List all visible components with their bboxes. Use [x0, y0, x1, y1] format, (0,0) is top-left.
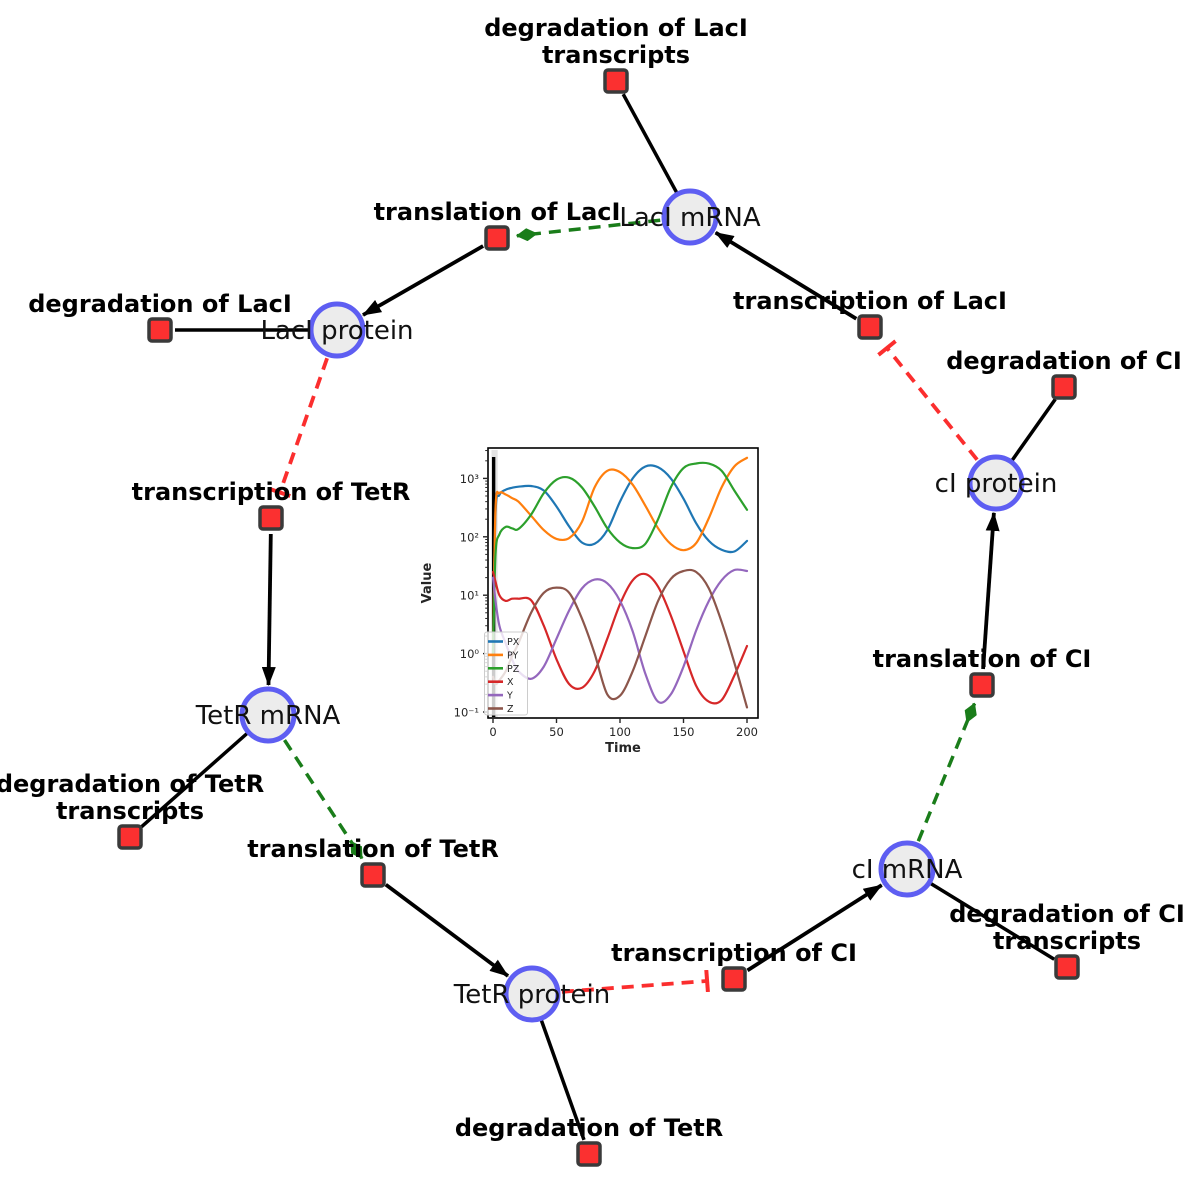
edge-inhibition-laci-protein-to-transc-tetr — [268, 357, 329, 499]
edge-production-transl-ci-to-ci-protein — [981, 511, 1000, 670]
species-label-ci-protein: cI protein — [935, 469, 1058, 499]
chart-legend-label-PX: PX — [507, 637, 520, 648]
labels-layer: LacI mRNA LacI protein cI protein TetR mRNA… — [0, 14, 1185, 1142]
reaction-label-transl-laci-line1: translation of LacI — [374, 198, 621, 226]
edge-consumption-ci-mrna-to-deg-ci-transcripts — [929, 882, 1056, 961]
reaction-label-deg-ci-transcripts-line2: transcripts — [993, 927, 1141, 955]
chart-plot-background — [488, 448, 758, 718]
chart-x-tick-label: 0 — [489, 725, 496, 739]
chart-xlabel: Time — [605, 741, 641, 756]
chart-series-X — [491, 570, 749, 705]
reaction-label-deg-laci-transcripts-line1: degradation of LacI — [484, 14, 748, 42]
reaction-node-transc-ci — [721, 966, 747, 992]
reaction-node-deg-ci — [1051, 374, 1077, 400]
chart-legend-label-X: X — [507, 677, 514, 688]
edge-inhibition-ci-protein-to-transc-laci — [877, 339, 979, 461]
chart-series-PY — [491, 456, 749, 655]
chart-x-tick-label: 150 — [673, 725, 695, 739]
species-node-tetr-mrna — [239, 686, 297, 744]
species-node-tetr-protein — [503, 965, 561, 1023]
edge-production-transc-laci-to-laci-mrna — [714, 230, 858, 321]
reaction-label-deg-laci-transcripts-line2: transcripts — [542, 41, 690, 69]
reaction-node-deg-laci — [147, 317, 173, 343]
chart-legend-label-Z: Z — [507, 704, 514, 715]
reaction-node-transc-tetr — [258, 505, 284, 531]
chart-legend-label-PZ: PZ — [507, 664, 520, 675]
reaction-label-deg-laci-line1: degradation of LacI — [28, 290, 292, 318]
chart-x-tick-label: 100 — [609, 725, 631, 739]
reaction-label-deg-ci-transcripts-line1: degradation of CI — [949, 900, 1185, 928]
edge-production-transc-ci-to-ci-mrna — [746, 883, 883, 973]
edge-consumption-ci-protein-to-deg-ci — [1010, 398, 1057, 462]
species-label-tetr-protein: TetR protein — [453, 980, 610, 1010]
edge-consumption-tetr-mrna-to-deg-tetr-transcripts — [140, 732, 249, 829]
reaction-label-transc-tetr-line1: transcription of TetR — [132, 478, 411, 506]
edge-consumption-tetr-protein-to-deg-tetr — [539, 1019, 586, 1141]
species-node-laci-protein — [308, 301, 366, 359]
edge-modifier-ci-mrna-to-transl-ci — [916, 702, 977, 842]
species-label-ci-mrna: cI mRNA — [852, 855, 963, 885]
chart-x-tick-label: 200 — [736, 725, 758, 739]
species-node-laci-mrna — [661, 188, 719, 246]
chart-y-tick-label: 10⁰ — [460, 647, 480, 661]
reaction-label-transl-tetr-line1: translation of TetR — [247, 835, 499, 863]
chart-y-tick-label: 10³ — [460, 472, 480, 486]
chart-y-tick-label: 10¹ — [460, 589, 479, 603]
reaction-label-deg-tetr-line1: degradation of TetR — [455, 1114, 723, 1142]
species-label-tetr-mrna: TetR mRNA — [195, 701, 341, 731]
reaction-node-transc-laci — [857, 314, 883, 340]
species-label-laci-mrna: LacI mRNA — [619, 203, 760, 233]
reaction-label-transl-ci-line1: translation of CI — [873, 645, 1092, 673]
reaction-node-deg-laci-transcripts — [603, 68, 629, 94]
reaction-node-deg-tetr — [576, 1141, 602, 1167]
chart-legend-label-Y: Y — [506, 691, 513, 702]
reaction-label-deg-tetr-transcripts-line2: transcripts — [56, 797, 204, 825]
chart-y-tick-label: 10² — [460, 530, 479, 544]
chart-y-tick-label: 10⁻¹ — [454, 706, 479, 720]
nodes-layer — [117, 68, 1080, 1167]
chart-series-PZ — [491, 461, 749, 655]
edge-production-transl-laci-to-laci-protein — [362, 244, 485, 317]
chart-axes-frame — [487, 447, 759, 719]
chart-legend-label-PY: PY — [507, 650, 519, 661]
reaction-label-deg-tetr-transcripts-line1: degradation of TetR — [0, 770, 264, 798]
chart-series-PX — [491, 464, 749, 655]
reaction-node-deg-ci-transcripts — [1054, 954, 1080, 980]
reaction-label-transc-ci-line1: transcription of CI — [611, 939, 857, 967]
inset-timeseries-chart: 0 50 100 150 200 10⁻¹ 10⁰ 10¹ 10² 10³ Time Value PX P… — [420, 447, 759, 756]
reaction-node-transl-laci — [484, 225, 510, 251]
species-label-laci-protein: LacI protein — [260, 316, 413, 346]
edge-modifier-tetr-mrna-to-transl-tetr — [283, 739, 364, 860]
reaction-label-transc-laci-line1: transcription of LacI — [733, 287, 1007, 315]
edge-consumption-laci-mrna-to-deg-laci-transcripts — [621, 93, 679, 194]
edges-layer — [140, 93, 1057, 1141]
edge-production-transl-tetr-to-tetr-protein — [384, 883, 510, 978]
reaction-node-deg-tetr-transcripts — [117, 824, 143, 850]
chart-legend-box — [484, 631, 528, 716]
edge-production-transc-tetr-to-tetr-mrna — [261, 533, 276, 686]
reaction-node-transl-tetr — [360, 862, 386, 888]
species-node-ci-protein — [967, 454, 1025, 512]
reaction-node-transl-ci — [969, 672, 995, 698]
reaction-label-deg-ci-line1: degradation of CI — [946, 347, 1182, 375]
edge-modifier-laci-mrna-to-transl-laci — [515, 218, 661, 242]
chart-ylabel: Value — [420, 562, 435, 603]
species-node-ci-mrna — [878, 840, 936, 898]
chart-x-tick-label: 50 — [549, 725, 564, 739]
edge-inhibition-tetr-protein-to-transc-ci — [561, 969, 710, 994]
